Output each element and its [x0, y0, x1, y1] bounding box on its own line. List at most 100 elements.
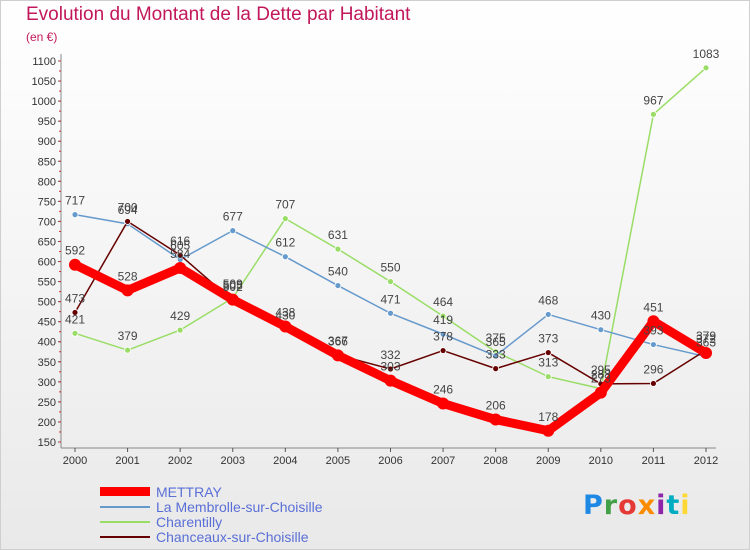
data-label: 612 [275, 236, 295, 250]
y-minor-tick [59, 361, 61, 363]
data-point [384, 374, 397, 387]
data-label: 584 [170, 247, 190, 261]
data-label: 206 [486, 399, 506, 413]
y-minor-tick [59, 291, 61, 293]
data-point [437, 397, 450, 410]
data-label: 430 [275, 309, 295, 323]
y-minor-tick [59, 371, 61, 373]
data-label: 246 [433, 382, 453, 396]
y-minor-tick [59, 271, 61, 273]
data-point [281, 253, 289, 261]
y-tick-label: 1050 [32, 76, 56, 88]
data-point [489, 413, 502, 426]
y-tick-label: 1100 [32, 56, 56, 68]
data-point [124, 346, 131, 354]
data-point [650, 341, 657, 348]
data-label: 283 [591, 368, 611, 382]
data-label: 363 [696, 336, 716, 350]
data-point [492, 365, 500, 373]
data-point [387, 309, 394, 317]
data-label: 471 [380, 292, 400, 306]
y-minor-tick [59, 281, 61, 283]
data-label: 631 [328, 228, 348, 242]
data-point [700, 346, 712, 359]
y-tick-label: 600 [38, 257, 56, 269]
data-label: 707 [275, 198, 295, 212]
y-minor-tick [59, 431, 61, 433]
data-label: 365 [486, 335, 506, 349]
data-point [176, 251, 184, 259]
y-minor-tick [59, 210, 61, 212]
logo-letter: i [656, 490, 667, 521]
x-tick-label: 2009 [536, 455, 560, 467]
y-minor-tick [59, 381, 61, 383]
y-tick-label: 450 [38, 317, 56, 329]
y-minor-tick [59, 301, 61, 303]
y-minor-tick [59, 130, 61, 132]
y-minor-tick [59, 251, 61, 252]
data-label: 717 [65, 194, 85, 208]
data-point [281, 215, 289, 223]
data-point [71, 309, 79, 316]
y-tick-label: 200 [38, 417, 56, 429]
logo-letter: i [680, 490, 691, 521]
y-tick-label: 350 [38, 357, 56, 369]
data-label: 967 [643, 93, 663, 107]
x-tick-label: 2012 [694, 455, 718, 467]
y-minor-tick [59, 100, 61, 102]
y-minor-tick [59, 110, 61, 112]
x-tick-label: 2001 [115, 455, 139, 467]
y-tick-label: 500 [38, 297, 56, 309]
y-tick-label: 150 [38, 437, 56, 449]
data-label: 505 [223, 279, 243, 293]
y-minor-tick [59, 120, 61, 122]
data-point [124, 218, 131, 225]
data-point [331, 349, 344, 362]
data-point [647, 315, 660, 328]
data-label: 528 [118, 269, 138, 283]
proxiti-logo: Proxiti [583, 490, 691, 521]
data-point [650, 380, 657, 387]
data-label: 616 [170, 234, 190, 248]
y-tick-label: 400 [38, 337, 56, 349]
y-minor-tick [59, 170, 61, 172]
data-label: 1083 [693, 47, 720, 61]
data-label: 393 [643, 324, 663, 338]
data-label: 438 [275, 305, 295, 319]
data-label: 303 [380, 360, 400, 374]
data-label: 373 [538, 332, 558, 346]
data-label: 677 [223, 210, 243, 224]
logo-letter: o [618, 490, 638, 521]
data-label: 550 [380, 261, 400, 275]
data-point [544, 373, 552, 381]
y-tick-label: 1000 [32, 96, 56, 108]
data-label: 379 [118, 329, 138, 343]
logo-letter: r [603, 490, 619, 521]
data-point [174, 261, 187, 274]
y-minor-tick [59, 90, 61, 92]
legend-swatch [100, 487, 150, 496]
legend-swatch [100, 535, 150, 538]
data-point [71, 211, 79, 219]
data-label: 379 [696, 329, 716, 343]
y-tick-label: 550 [38, 277, 56, 289]
data-point [121, 284, 134, 297]
data-label: 509 [223, 277, 243, 291]
y-minor-tick [59, 220, 61, 222]
y-tick-label: 900 [38, 136, 56, 148]
x-tick-label: 2002 [168, 455, 192, 467]
data-point [439, 347, 447, 354]
data-point [334, 282, 342, 289]
y-minor-tick [59, 341, 61, 343]
x-tick-label: 2005 [326, 455, 350, 467]
legend-label: METTRAY [156, 483, 222, 500]
x-tick-label: 2011 [642, 455, 666, 467]
data-label: 332 [380, 348, 400, 362]
data-point [387, 365, 394, 373]
data-point [542, 424, 555, 437]
data-point [597, 326, 605, 334]
data-point [544, 311, 552, 318]
data-point [387, 278, 394, 285]
data-label: 473 [65, 291, 85, 305]
data-point [492, 352, 500, 360]
